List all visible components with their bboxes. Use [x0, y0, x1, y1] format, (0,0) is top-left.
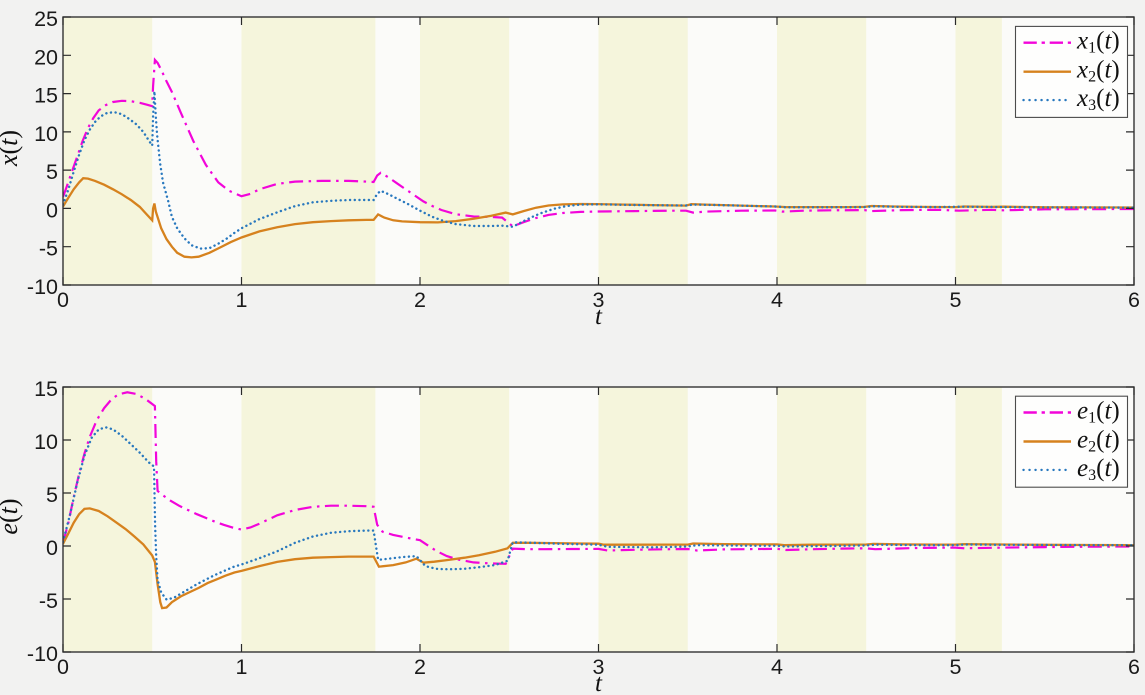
svg-text:t: t [595, 670, 603, 695]
svg-text:20: 20 [34, 45, 58, 69]
svg-text:15: 15 [34, 84, 58, 108]
svg-text:25: 25 [34, 7, 58, 31]
svg-text:0: 0 [46, 536, 58, 560]
svg-text:5: 5 [46, 160, 58, 184]
svg-text:-5: -5 [39, 237, 58, 261]
svg-text:e2(t): e2(t) [1077, 427, 1120, 456]
svg-text:x2(t): x2(t) [1076, 57, 1120, 86]
svg-text:-5: -5 [39, 589, 58, 613]
svg-text:0: 0 [57, 288, 69, 312]
svg-text:6: 6 [1128, 655, 1140, 679]
svg-text:0: 0 [57, 655, 69, 679]
svg-text:5: 5 [46, 483, 58, 507]
svg-text:-10: -10 [27, 275, 58, 299]
svg-text:-10: -10 [27, 642, 58, 666]
svg-text:e1(t): e1(t) [1077, 398, 1120, 427]
svg-text:4: 4 [771, 288, 783, 312]
svg-text:e(t): e(t) [0, 498, 23, 534]
svg-text:0: 0 [46, 198, 58, 222]
svg-text:4: 4 [771, 655, 783, 679]
svg-text:6: 6 [1128, 288, 1140, 312]
svg-text:1: 1 [236, 655, 248, 679]
svg-text:3: 3 [593, 655, 605, 679]
svg-text:x(t): x(t) [0, 130, 23, 167]
svg-text:10: 10 [34, 430, 58, 454]
svg-text:2: 2 [414, 655, 426, 679]
svg-text:5: 5 [950, 288, 962, 312]
svg-text:x3(t): x3(t) [1076, 85, 1120, 114]
svg-text:3: 3 [593, 288, 605, 312]
svg-text:5: 5 [950, 655, 962, 679]
svg-text:2: 2 [414, 288, 426, 312]
svg-text:1: 1 [236, 288, 248, 312]
svg-text:x1(t): x1(t) [1076, 28, 1120, 57]
svg-text:t: t [595, 303, 603, 330]
svg-text:10: 10 [34, 122, 58, 146]
svg-text:15: 15 [34, 377, 58, 401]
svg-text:e3(t): e3(t) [1077, 455, 1120, 484]
